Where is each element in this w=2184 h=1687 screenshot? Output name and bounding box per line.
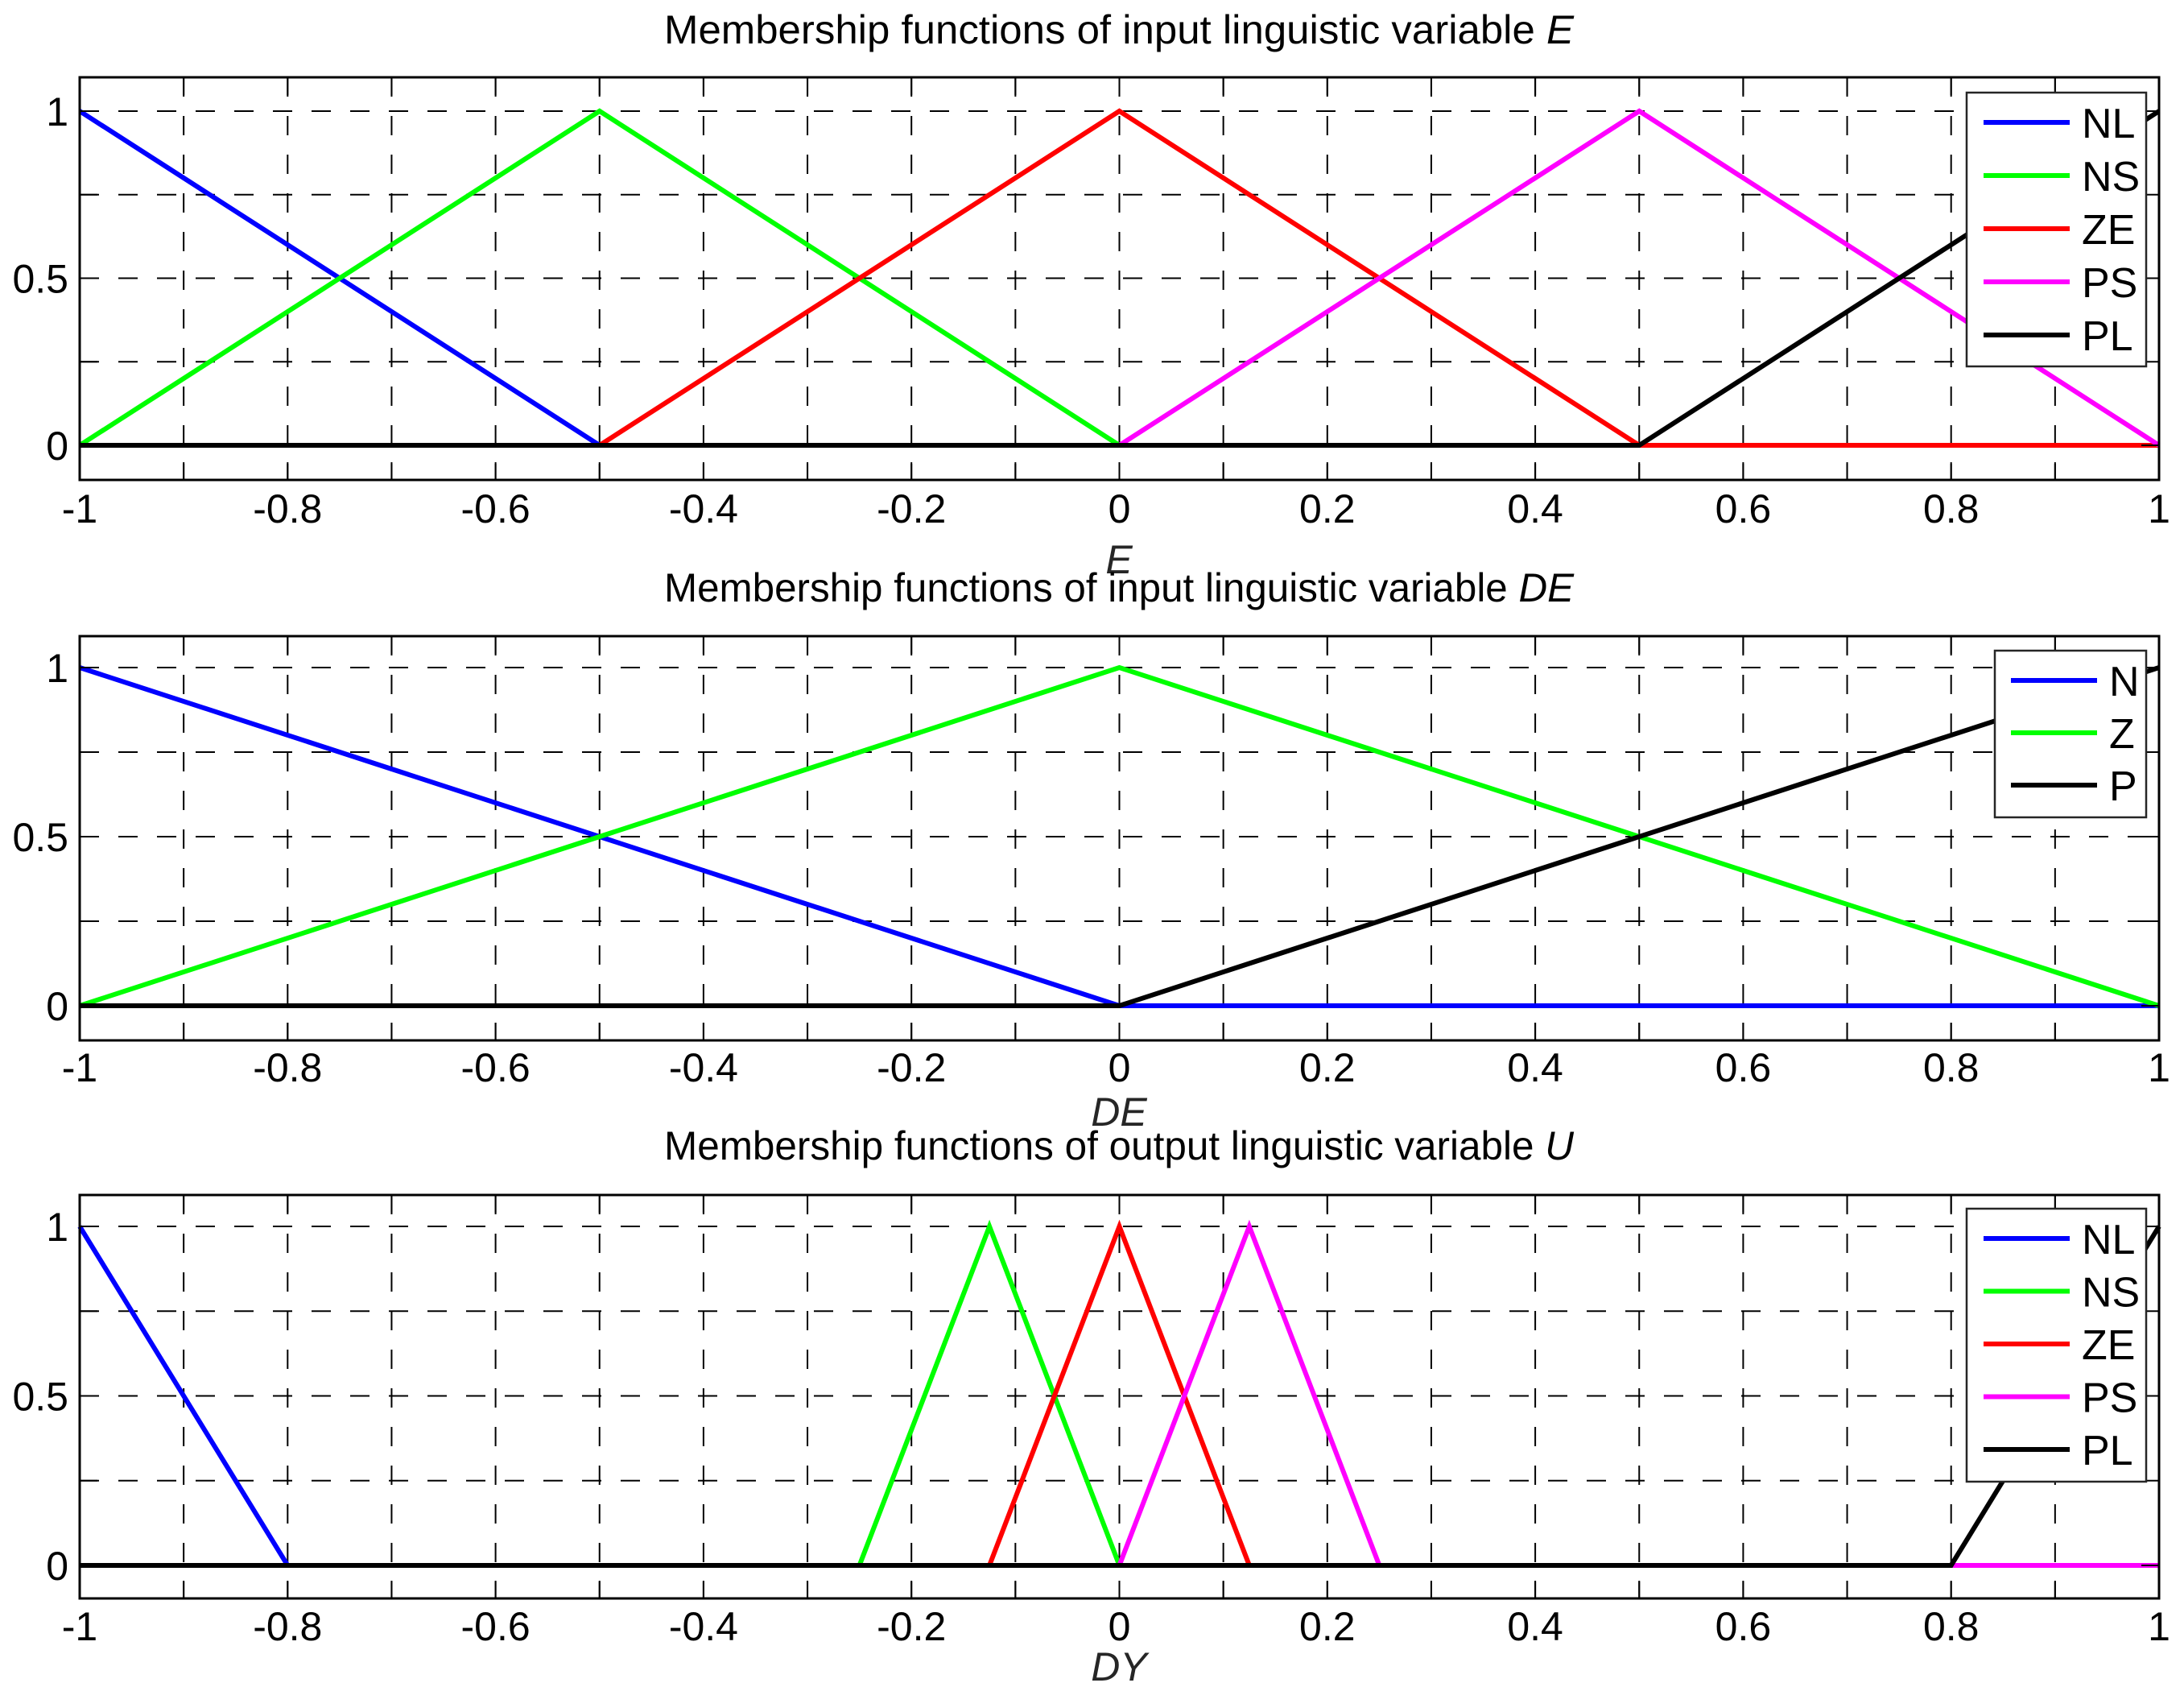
panel-de: Membership functions of input linguistic… [12,565,2170,1135]
x-tick-label: 0 [1109,1045,1131,1090]
legend-item-nl: NL [1984,1217,2135,1263]
legend-item-nl: NL [1984,101,2135,147]
legend-label: PS [2082,260,2137,307]
x-tick-label: 0.8 [1923,1045,1980,1090]
x-tick-label: 0.6 [1715,1045,1772,1090]
y-tick-label: 1 [46,89,68,134]
x-tick-label: -1 [62,1045,97,1090]
legend-label: NS [2082,1270,2140,1317]
chart-title-variable: E [1546,7,1575,52]
legend-item-p: P [2011,763,2137,810]
y-tick-label: 0 [46,984,68,1029]
legend-item-pl: PL [1984,1428,2133,1474]
chart-title: Membership functions of output linguisti… [664,1123,1575,1168]
x-tick-label: 0.4 [1507,486,1563,531]
axes: -1 -0.8 -0.6 -0.4 -0.2 0 0.2 0.4 0.6 0.8 1 0 0.5 1 [12,76,2170,531]
x-axis-label: E [1105,537,1133,582]
x-tick-label: 0.2 [1299,486,1356,531]
y-tick-label: 0.5 [12,815,68,860]
legend-label: NL [2082,101,2135,147]
y-tick-label: 0.5 [12,257,68,302]
x-axis-label: DY [1091,1644,1150,1687]
x-tick-label: -0.6 [461,1604,531,1649]
legend-label: PS [2082,1375,2137,1422]
y-tick-label: 1 [46,646,68,691]
x-tick-label: 0.2 [1299,1045,1356,1090]
series-lines [79,664,2160,1008]
legend: NL NS ZE PS PL [1965,1207,2148,1483]
x-tick-label: -0.6 [461,486,531,531]
x-tick-label: 0 [1109,486,1131,531]
y-tick-label: 0 [46,424,68,469]
y-tick-label: 1 [46,1205,68,1250]
legend-label: N [2109,659,2140,705]
x-tick-label: 0.6 [1715,1604,1772,1649]
x-tick-label: 0.4 [1507,1045,1563,1090]
panel-u: Membership functions of output linguisti… [12,1123,2170,1687]
legend-label: PL [2082,1428,2133,1474]
legend: NL NS ZE PS PL [1965,91,2148,368]
legend-label: Z [2109,711,2135,758]
x-tick-label: 1 [2148,1045,2170,1090]
series-line-p [80,665,2160,1008]
x-tick-label: 0.4 [1507,1604,1563,1649]
x-tick-label: -1 [62,486,97,531]
x-tick-label: -0.8 [253,486,322,531]
legend-label: ZE [2082,1322,2135,1369]
x-tick-label: -1 [62,1604,97,1649]
legend-item-ns: NS [1984,154,2140,201]
x-tick-label: -0.8 [253,1045,322,1090]
legend: NZP [1993,649,2148,819]
legend-label: PL [2082,313,2133,360]
legend-item-ps: PS [1984,260,2137,307]
legend-label: NL [2082,1217,2135,1263]
axes: -1 -0.8 -0.6 -0.4 -0.2 0 0.2 0.4 0.6 0.8 1 0 0.5 1 [12,1193,2170,1649]
chart-title-text: Membership functions of input linguistic… [664,565,1518,610]
legend-label: NS [2082,154,2140,201]
legend-item-ze: ZE [1984,1322,2135,1369]
legend-item-pl: PL [1984,313,2133,360]
x-axis-label: DE [1091,1090,1147,1135]
legend-item-ns: NS [1984,1270,2140,1317]
x-tick-label: -0.2 [877,486,946,531]
axes: -1 -0.8 -0.6 -0.4 -0.2 0 0.2 0.4 0.6 0.8 1 0 0.5 1 [12,635,2170,1090]
chart-title-text: Membership functions of input linguistic… [664,7,1546,52]
chart-title-variable: U [1545,1123,1575,1168]
x-tick-label: -0.4 [669,1045,738,1090]
x-tick-label: -0.2 [877,1604,946,1649]
x-tick-label: 0.8 [1923,486,1980,531]
x-tick-label: -0.4 [669,486,738,531]
legend-item-ze: ZE [1984,207,2135,254]
chart-title: Membership functions of input linguistic… [664,565,1575,610]
legend-item-z: Z [2011,711,2135,758]
legend-item-n: N [2011,659,2140,705]
x-tick-label: 1 [2148,486,2170,531]
series-line-z [79,664,2160,1008]
x-tick-label: -0.8 [253,1604,322,1649]
grid [80,77,2159,480]
x-tick-label: -0.2 [877,1045,946,1090]
legend-label: P [2109,763,2137,810]
chart-title-text: Membership functions of output linguisti… [664,1123,1545,1168]
chart-title-variable: DE [1518,565,1574,610]
x-tick-label: 0.8 [1923,1604,1980,1649]
y-tick-label: 0.5 [12,1375,68,1420]
legend-item-ps: PS [1984,1375,2137,1422]
x-tick-label: 1 [2148,1604,2170,1649]
x-tick-label: -0.6 [461,1045,531,1090]
chart-title: Membership functions of input linguistic… [664,7,1575,52]
x-tick-label: 0.6 [1715,486,1772,531]
x-tick-label: 0 [1109,1604,1131,1649]
x-tick-label: 0.2 [1299,1604,1356,1649]
x-tick-label: -0.4 [669,1604,738,1649]
panel-e: Membership functions of input linguistic… [12,7,2170,582]
legend-label: ZE [2082,207,2135,254]
y-tick-label: 0 [46,1544,68,1589]
